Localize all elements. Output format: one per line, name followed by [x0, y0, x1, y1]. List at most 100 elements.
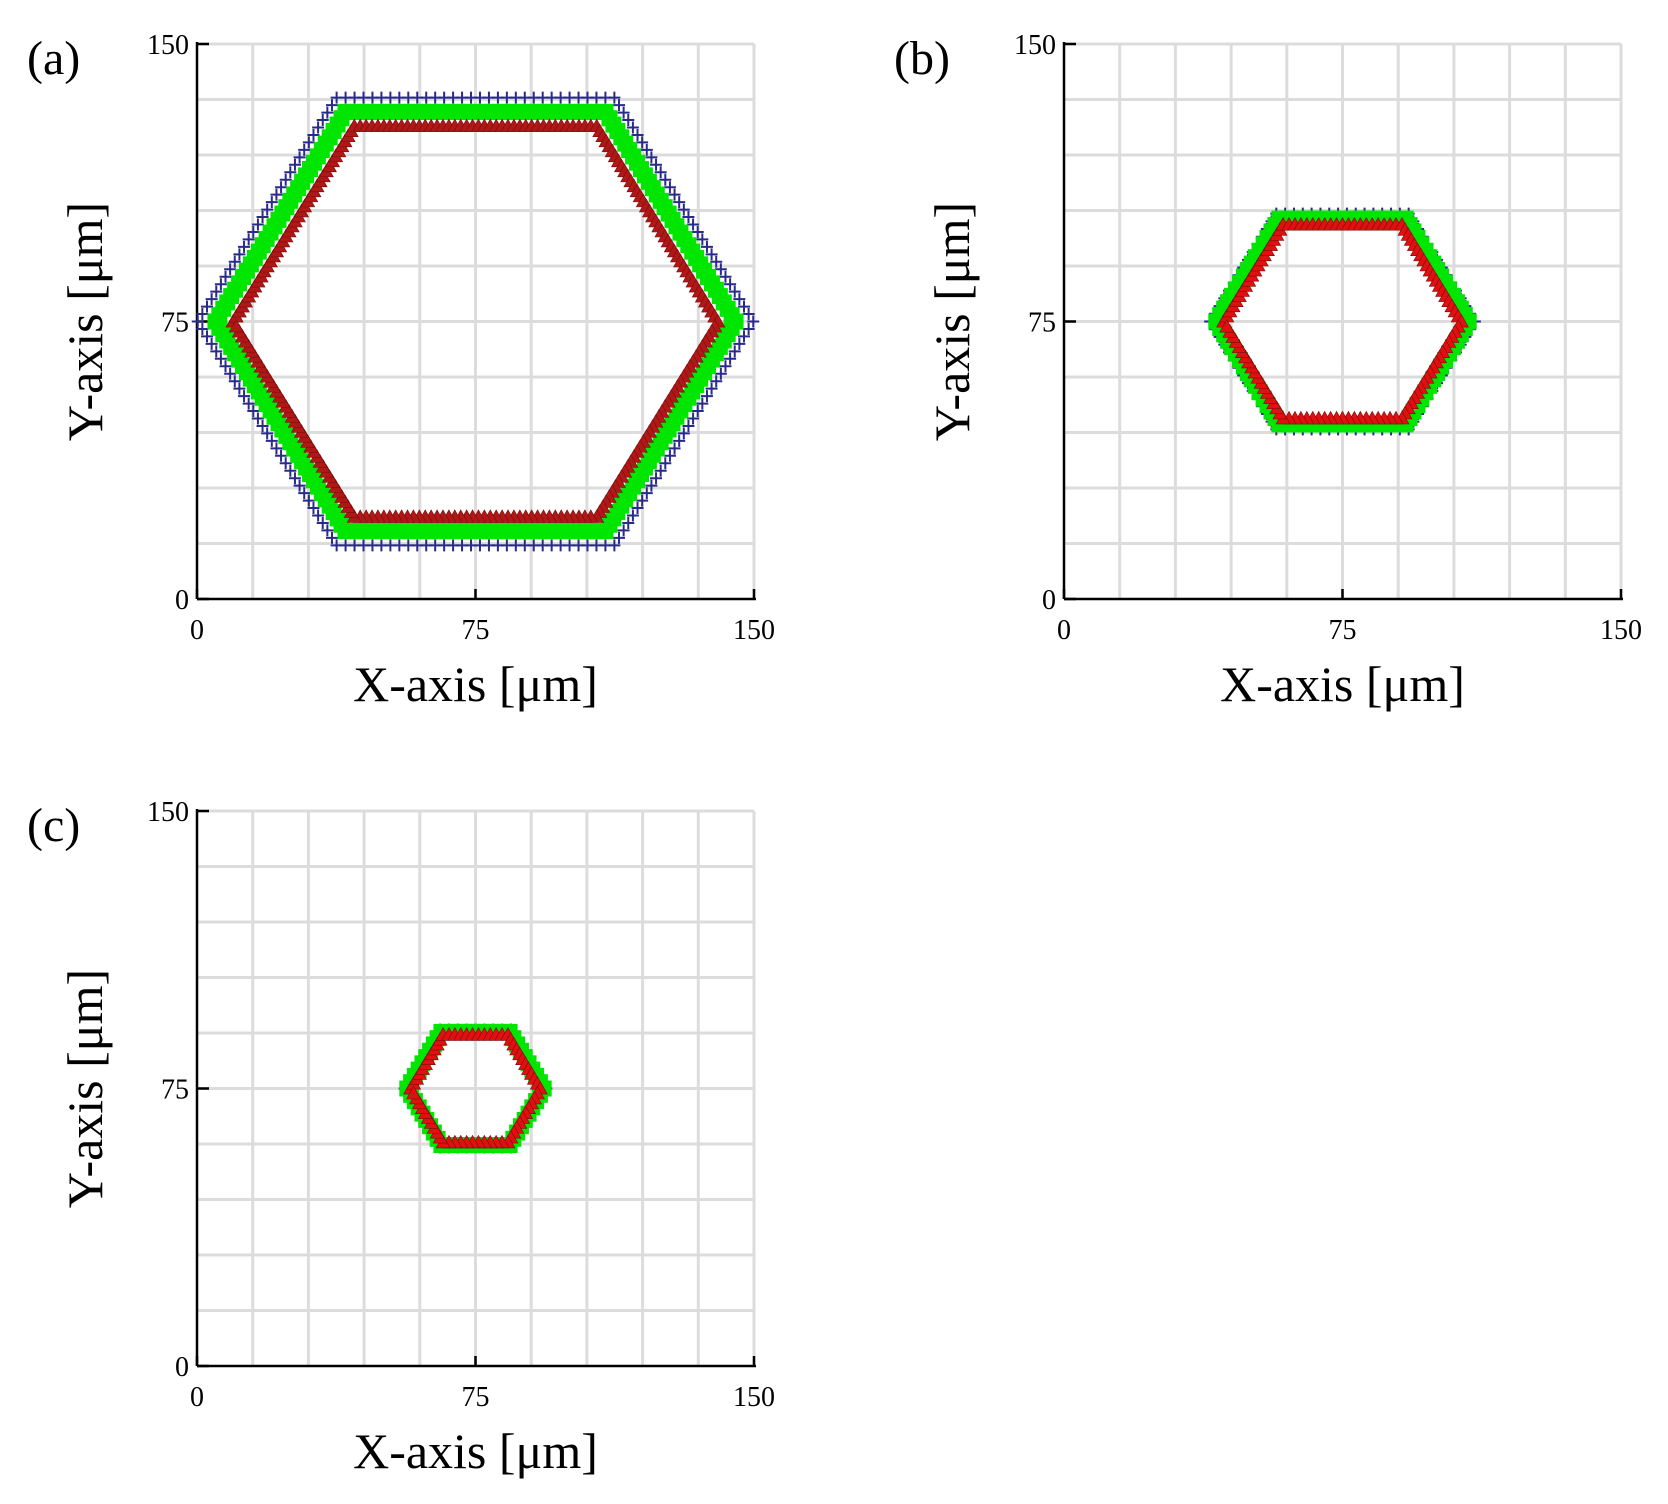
cross-marker [210, 345, 223, 358]
cross-marker [265, 434, 278, 447]
cross-marker [233, 382, 246, 395]
cross-marker [196, 308, 209, 321]
cross-marker [321, 106, 334, 119]
cross-marker [747, 315, 760, 328]
cross-marker [279, 457, 292, 470]
y-axis-title: Y-axis [μm] [924, 202, 980, 441]
cross-marker [312, 121, 325, 134]
x-tick-label: 75 [462, 615, 490, 646]
cross-marker [242, 397, 255, 410]
triangle-marker [228, 318, 244, 333]
cross-marker [307, 502, 320, 515]
cross-marker [682, 211, 695, 224]
x-tick-label: 150 [1600, 615, 1642, 646]
triangle-marker [406, 1085, 422, 1100]
cross-marker [228, 255, 241, 268]
x-axis-title: X-axis [μm] [1220, 656, 1465, 712]
cross-marker [682, 419, 695, 432]
grid [1064, 42, 1623, 599]
series-inner [1216, 216, 1469, 425]
cross-marker [613, 531, 626, 544]
cross-marker [210, 285, 223, 298]
cross-marker [201, 300, 214, 313]
x-tick-label: 150 [733, 1382, 775, 1413]
y-tick-label: 75 [161, 1075, 189, 1106]
cross-marker [247, 225, 260, 238]
panel-b: 0 75 150 0 75 150 X-axis [μm] Y-axis [μm] (b) [894, 30, 1642, 712]
y-tick-label: 0 [175, 1352, 189, 1383]
cross-marker [714, 263, 727, 276]
x-tick-label: 0 [190, 615, 204, 646]
cross-marker [247, 405, 260, 418]
cross-marker [284, 166, 297, 179]
marker-series [398, 1023, 553, 1154]
cross-marker [617, 106, 630, 119]
cross-marker [626, 121, 639, 134]
cross-marker [691, 405, 704, 418]
marker-series [191, 91, 760, 552]
cross-marker [673, 196, 686, 209]
cross-marker [659, 457, 672, 470]
cross-marker [613, 99, 626, 112]
cross-marker [270, 188, 283, 201]
cross-marker [710, 255, 723, 268]
cross-marker [302, 136, 315, 149]
cross-marker [219, 270, 232, 283]
x-axis-title: X-axis [μm] [353, 656, 598, 712]
series-inner [403, 1027, 548, 1149]
cross-marker [251, 412, 264, 425]
cross-marker [724, 278, 737, 291]
panel-label: (b) [894, 32, 950, 85]
square-marker [211, 319, 228, 336]
cross-marker [275, 449, 288, 462]
cross-marker [293, 479, 306, 492]
cross-marker [288, 158, 301, 171]
cross-marker [201, 330, 214, 343]
cross-marker [705, 382, 718, 395]
cross-marker [650, 158, 663, 171]
cross-marker [696, 397, 709, 410]
series-middle [207, 103, 744, 540]
cross-marker [298, 487, 311, 500]
cross-marker [636, 136, 649, 149]
cross-marker [242, 233, 255, 246]
x-tick-label: 75 [462, 1382, 490, 1413]
cross-marker [724, 352, 737, 365]
cross-marker [728, 285, 741, 298]
cross-marker [233, 248, 246, 261]
y-tick-label: 150 [147, 30, 189, 61]
cross-marker [224, 263, 237, 276]
panel-label: (c) [27, 799, 80, 852]
cross-marker [265, 196, 278, 209]
cross-marker [663, 449, 676, 462]
cross-marker [631, 128, 644, 141]
cross-marker [719, 360, 732, 373]
x-tick-label: 150 [733, 615, 775, 646]
cross-marker [228, 375, 241, 388]
cross-marker [261, 427, 274, 440]
cross-marker [700, 240, 713, 253]
panel-label: (a) [27, 32, 80, 85]
marker-series [1204, 207, 1481, 436]
cross-marker [316, 516, 329, 529]
cross-marker [270, 442, 283, 455]
cross-marker [742, 322, 755, 335]
cross-marker [677, 203, 690, 216]
cross-marker [214, 278, 227, 291]
series-inner [225, 118, 726, 523]
grid [197, 809, 756, 1366]
cross-marker [714, 367, 727, 380]
cross-marker [677, 427, 690, 440]
cross-marker [742, 308, 755, 321]
cross-marker [205, 337, 218, 350]
cross-marker [640, 487, 653, 500]
cross-marker [640, 143, 653, 156]
y-axis-title: Y-axis [μm] [57, 969, 113, 1208]
cross-marker [631, 502, 644, 515]
cross-marker [219, 360, 232, 373]
cross-marker [733, 293, 746, 306]
cross-marker [256, 211, 269, 224]
cross-marker [626, 509, 639, 522]
cross-marker [617, 524, 630, 537]
